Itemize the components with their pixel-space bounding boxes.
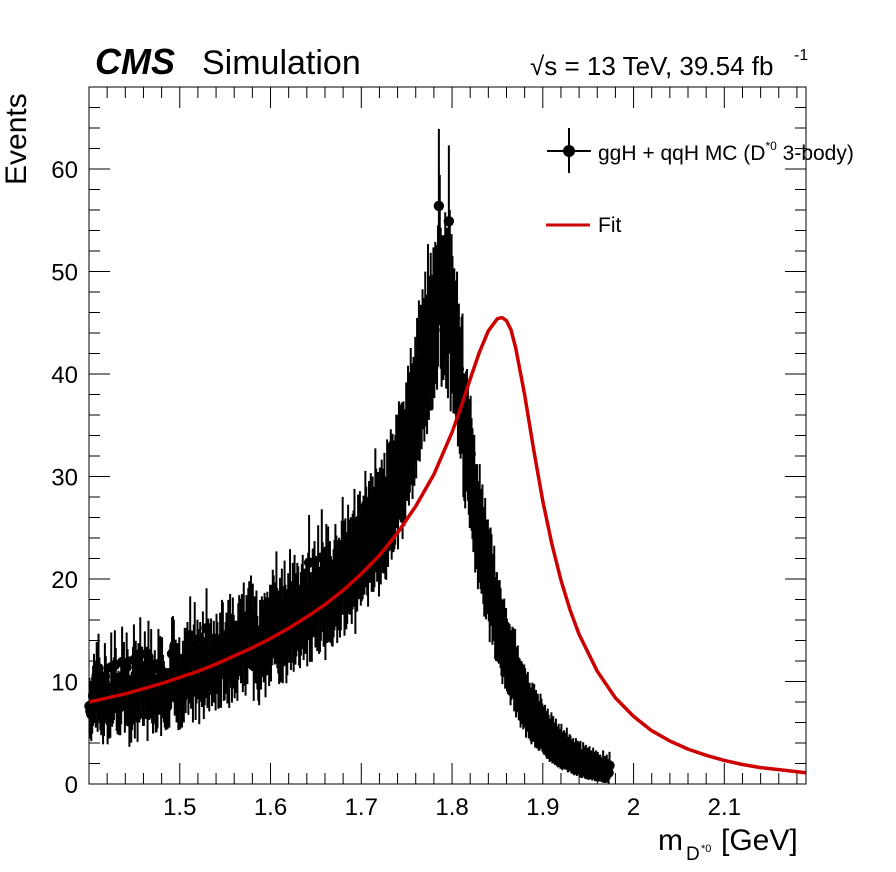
legend-label-mc-main: ggH + qqH MC (D (598, 142, 765, 165)
y-tick-label: 40 (51, 362, 78, 389)
fit-curve (88, 315, 807, 775)
legend-label-mc-sup: *0 (765, 139, 777, 153)
y-tick-label: 60 (51, 157, 78, 184)
y-axis-title: Events (0, 93, 33, 185)
legend: ggH + qqH MC (D*0 3-body) Fit (546, 128, 854, 237)
x-tick-label: 1.8 (435, 794, 468, 821)
cms-label: CMS (95, 41, 175, 82)
tick-labels: 1.5 1.6 1.7 1.8 1.9 2 2.1 0 10 20 30 40 50 60 (51, 157, 741, 821)
x-tick-label: 1.5 (163, 794, 196, 821)
legend-marker-points (547, 128, 591, 173)
x-tick-label: 1.9 (526, 794, 559, 821)
x-axis-title: m D *0 [GeV] (658, 824, 798, 865)
plot-frame (88, 86, 807, 785)
x-tick-label: 2.1 (708, 794, 741, 821)
y-tick-label: 30 (51, 465, 78, 492)
lumi-text: √s = 13 TeV, 39.54 fb (530, 51, 773, 81)
fit-curve-layer (88, 315, 807, 775)
y-tick-label: 10 (51, 670, 78, 697)
legend-label-mc: ggH + qqH MC (D*0 3-body) (598, 139, 854, 165)
legend-label-fit: Fit (598, 214, 621, 237)
y-tick-label: 0 (65, 772, 78, 799)
x-axis-title-subsup: *0 (701, 843, 711, 855)
y-tick-label: 50 (51, 260, 78, 287)
x-tick-label: 1.7 (345, 794, 378, 821)
x-axis-title-unit: [GeV] (721, 824, 798, 857)
data-point (604, 751, 615, 780)
lumi-label: √s = 13 TeV, 39.54 fb -1 (530, 47, 808, 81)
legend-label-mc-tail: 3-body) (777, 142, 854, 165)
x-tick-label: 1.6 (254, 794, 287, 821)
x-tick-label: 2 (627, 794, 640, 821)
y-tick-label: 20 (51, 567, 78, 594)
x-axis-title-main: m (658, 824, 683, 857)
x-axis-title-sub: D (686, 844, 700, 865)
lumi-exponent: -1 (794, 47, 808, 64)
simulation-label: Simulation (202, 44, 361, 82)
